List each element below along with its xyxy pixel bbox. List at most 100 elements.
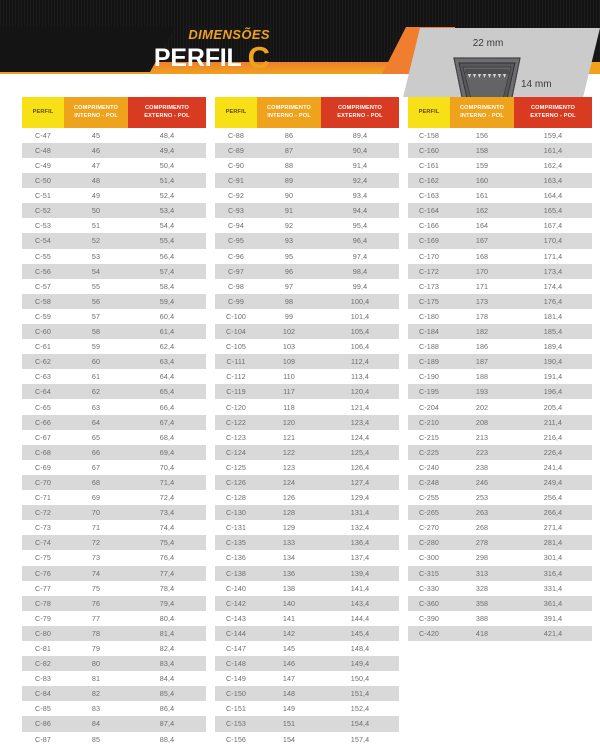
cell-comprimento-interno: 63 bbox=[91, 402, 101, 412]
cell-comprimento-interno: 173 bbox=[475, 296, 489, 306]
table-row: C-95 93 96,4 bbox=[215, 233, 399, 249]
table-row: C-270 268 271,4 bbox=[408, 520, 592, 536]
cell-comprimento-interno: 118 bbox=[283, 402, 295, 412]
cell-comprimento-externo: 68,4 bbox=[159, 432, 175, 442]
header-interno-line1: COMPRIMENTO bbox=[459, 105, 505, 111]
cell-perfil: C-280 bbox=[418, 538, 440, 548]
cell-comprimento-interno: 418 bbox=[475, 628, 489, 638]
cell-comprimento-externo: 271,4 bbox=[543, 523, 563, 533]
cell-perfil: C-84 bbox=[35, 689, 51, 699]
cell-comprimento-externo: 97,4 bbox=[352, 251, 368, 261]
cell-perfil: C-78 bbox=[35, 598, 51, 608]
table-row: C-65 63 66,4 bbox=[22, 399, 206, 415]
table-row: C-90 88 91,4 bbox=[215, 157, 399, 174]
cell-comprimento-externo: 73,4 bbox=[159, 508, 175, 518]
table-row: C-150 148 151,4 bbox=[215, 686, 399, 702]
cell-perfil: C-166 bbox=[418, 221, 440, 231]
cell-comprimento-externo: 64,4 bbox=[159, 372, 175, 382]
cell-comprimento-interno: 76 bbox=[91, 598, 101, 608]
cell-comprimento-externo: 301,4 bbox=[543, 553, 563, 563]
cell-comprimento-interno: 145 bbox=[282, 644, 296, 654]
cell-comprimento-externo: 249,4 bbox=[543, 477, 563, 487]
table-row: C-52 50 53,4 bbox=[22, 203, 206, 219]
cell-comprimento-externo: 281,4 bbox=[543, 538, 563, 548]
header-perfil: PERFIL bbox=[22, 97, 64, 128]
cell-perfil: C-188 bbox=[418, 342, 440, 352]
table-row: C-142 140 143,4 bbox=[215, 595, 399, 611]
cell-comprimento-externo: 121,4 bbox=[350, 402, 370, 412]
cell-comprimento-externo: 124,4 bbox=[350, 432, 370, 442]
cell-comprimento-interno: 62 bbox=[91, 387, 101, 397]
table-row: C-79 77 80,4 bbox=[22, 610, 206, 626]
cell-comprimento-externo: 69,4 bbox=[159, 447, 175, 457]
cell-comprimento-interno: 193 bbox=[475, 387, 489, 397]
table-row: C-84 82 85,4 bbox=[22, 686, 206, 702]
cell-perfil: C-162 bbox=[418, 176, 440, 186]
table-header-row: PERFIL COMPRIMENTO INTERNO - POL COMPRIM… bbox=[408, 97, 592, 128]
cell-perfil: C-151 bbox=[225, 704, 247, 714]
cell-perfil: C-135 bbox=[225, 538, 247, 548]
cell-comprimento-externo: 99,4 bbox=[352, 281, 368, 291]
table-row: C-144 142 145,4 bbox=[215, 625, 399, 641]
table-row: C-119 117 120,4 bbox=[215, 384, 399, 400]
table-row: C-100 99 101,4 bbox=[215, 308, 399, 324]
table-row: C-166 164 167,4 bbox=[408, 218, 592, 234]
cell-comprimento-externo: 141,4 bbox=[350, 583, 370, 593]
cell-comprimento-externo: 143,4 bbox=[350, 598, 370, 608]
table-row: C-56 54 57,4 bbox=[22, 263, 206, 279]
spec-tables-container: PERFIL COMPRIMENTO INTERNO - POL COMPRIM… bbox=[0, 97, 600, 747]
cell-comprimento-interno: 84 bbox=[91, 719, 101, 729]
table-row: C-162 160 163,4 bbox=[408, 173, 592, 189]
cell-perfil: C-330 bbox=[418, 583, 440, 593]
cell-perfil: C-54 bbox=[35, 236, 51, 246]
table-row: C-124 122 125,4 bbox=[215, 444, 399, 460]
cell-comprimento-interno: 213 bbox=[475, 432, 489, 442]
table-row: C-71 69 72,4 bbox=[22, 490, 206, 506]
table-row: C-49 47 50,4 bbox=[22, 157, 206, 174]
cell-comprimento-externo: 66,4 bbox=[159, 402, 175, 412]
cell-perfil: C-89 bbox=[228, 145, 244, 155]
table-row: C-111 109 112,4 bbox=[215, 354, 399, 370]
cell-perfil: C-184 bbox=[418, 327, 440, 337]
cell-comprimento-interno: 123 bbox=[282, 462, 296, 472]
title-perfil-word: PERFIL bbox=[153, 44, 242, 72]
table-row: C-189 187 190,4 bbox=[408, 354, 592, 370]
cell-comprimento-interno: 162 bbox=[475, 206, 489, 216]
header-interno-line1: COMPRIMENTO bbox=[73, 105, 119, 111]
belt-top-dimension-label: 22 mm bbox=[472, 38, 504, 49]
header-perfil: PERFIL bbox=[408, 97, 450, 128]
cell-comprimento-interno: 168 bbox=[475, 251, 489, 261]
cell-perfil: C-126 bbox=[225, 477, 247, 487]
cell-comprimento-interno: 298 bbox=[475, 553, 489, 563]
cell-comprimento-interno: 134 bbox=[282, 553, 296, 563]
cell-comprimento-externo: 152,4 bbox=[350, 704, 370, 714]
cell-comprimento-interno: 149 bbox=[282, 704, 296, 714]
cell-comprimento-interno: 54 bbox=[91, 266, 101, 276]
table-row: C-140 138 141,4 bbox=[215, 580, 399, 596]
cell-comprimento-externo: 256,4 bbox=[543, 493, 563, 503]
cell-perfil: C-160 bbox=[418, 145, 440, 155]
cell-comprimento-externo: 171,4 bbox=[543, 251, 563, 261]
table-row: C-225 223 226,4 bbox=[408, 444, 592, 460]
header-comprimento-interno: COMPRIMENTO INTERNO - POL bbox=[257, 97, 321, 128]
table-row: C-47 45 48,4 bbox=[22, 127, 206, 143]
cell-perfil: C-83 bbox=[35, 674, 51, 684]
cell-comprimento-interno: 56 bbox=[91, 296, 101, 306]
header-comprimento-externo: COMPRIMENTO EXTERNO - POL bbox=[321, 97, 399, 128]
table-row: C-153 151 154,4 bbox=[215, 716, 399, 732]
cell-perfil: C-48 bbox=[35, 145, 51, 155]
cell-comprimento-externo: 149,4 bbox=[350, 659, 370, 669]
cell-comprimento-externo: 77,4 bbox=[159, 568, 175, 578]
cell-comprimento-externo: 391,4 bbox=[543, 613, 563, 623]
cell-comprimento-interno: 47 bbox=[91, 161, 101, 171]
cell-comprimento-interno: 64 bbox=[91, 417, 101, 427]
table-row: C-98 97 99,4 bbox=[215, 278, 399, 294]
table-row: C-76 74 77,4 bbox=[22, 565, 206, 581]
table-row: C-126 124 127,4 bbox=[215, 474, 399, 491]
table-row: C-390 388 391,4 bbox=[408, 610, 592, 626]
table-row: C-92 90 93,4 bbox=[215, 188, 399, 204]
cell-comprimento-interno: 66 bbox=[91, 447, 101, 457]
cell-perfil: C-142 bbox=[225, 598, 247, 608]
cell-perfil: C-147 bbox=[225, 644, 247, 654]
cell-comprimento-externo: 101,4 bbox=[350, 311, 370, 321]
